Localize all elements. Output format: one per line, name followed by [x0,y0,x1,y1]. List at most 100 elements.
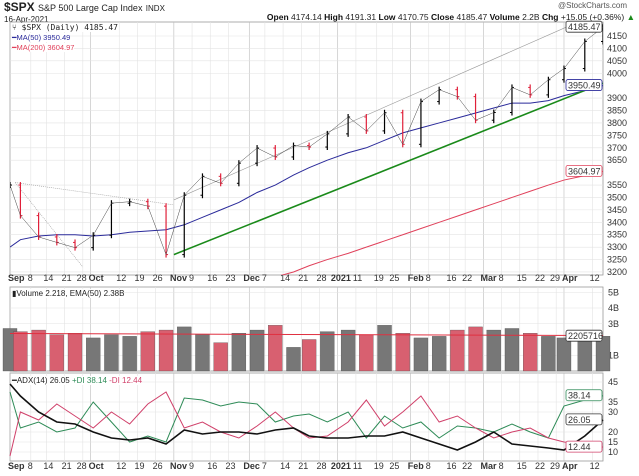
panel-0 [9,21,604,276]
x-tick-label: 14 [280,273,290,283]
x-tick-label: 8 [426,273,431,283]
volume-bar [340,329,356,372]
volume-bar [213,342,228,372]
x-tick-label: 22 [535,461,545,471]
x-tick-label: 8 [28,273,33,283]
volume-bar [320,331,335,372]
volume-bar [104,334,119,372]
x-tick-label: 9 [189,273,194,283]
volume-bar [523,333,538,372]
chart-date: 16-Apr-2021 [4,15,49,24]
volume-bar [301,339,317,372]
ma200-legend: ━MA(200) 3604.97 [12,43,75,52]
x-tick-label: Nov [170,461,187,471]
x-tick-label: Feb [408,461,425,471]
ma50-legend: ━MA(50) 3950.49 [12,33,71,42]
ma200-tag: 3604.97 [568,166,601,176]
price-legend-label: $SPX (Daily) 4185.47 [21,23,118,32]
x-tick-label: Dec [243,273,260,283]
x-tick-label: 16 [207,461,217,471]
adx-axis-label: 30 [608,407,618,417]
adx-legend-label: ADX(14) 26.05 [16,376,70,385]
symbol: $SPX [4,0,35,14]
volume-bar [249,329,265,372]
adx-axis-label: 10 [608,447,618,457]
volume-bar [359,334,374,372]
dotted-line [15,182,174,206]
x-tick-label: 25 [389,273,399,283]
price-axis-label: 3750 [607,130,627,140]
last-price-tag: 4185.47 [568,22,601,32]
x-tick-label: 11 [353,273,362,283]
x-tick-label: 22 [462,273,472,283]
volume-bar [595,336,611,372]
x-tick-label: 14 [43,461,53,471]
price-axis-label: 3800 [607,118,627,128]
volume-legend-label: Volume 2.218, EMA(50) 2.38B [16,289,125,298]
volume-bar [122,336,137,372]
volume-bar [158,329,174,372]
ma200-line [280,170,603,275]
x-tick-label: 7 [262,273,267,283]
volume-bar [504,328,520,372]
x-tick-label: Feb [408,273,425,283]
x-tick-label: 22 [535,273,545,283]
close-value: 4185.47 [456,12,488,22]
chg-value: +15.05 (+0.36%) [560,12,625,22]
open-value: 4174.14 [291,12,322,22]
volume-bar [49,334,64,372]
ma200-legend-label: MA(200) 3604.97 [16,43,75,52]
x-tick-label: 21 [62,461,72,471]
volume-bar [377,325,392,372]
x-tick-label: 19 [134,273,144,283]
exchange: INDX [145,4,165,13]
price-axis-label: 3850 [607,106,627,116]
x-tick-label: 2021 [331,273,351,283]
x-tick-label: Sep [8,461,25,471]
price-axis-label: 3250 [607,255,627,265]
volume-ema-line [9,333,604,337]
minus-di-tag: 12.44 [568,442,591,452]
adx-axis-label: 45 [608,377,618,387]
ma50-tag-box [565,79,603,91]
price-axis-label: 3500 [607,192,627,202]
x-tick-label: 21 [62,273,72,283]
adx-line [9,383,604,451]
x-tick-label: 8 [28,461,33,471]
x-tick-label: Mar [481,461,498,471]
volume-bar [450,329,465,372]
price-axis-label: 4100 [607,43,627,53]
volume-axis-label: 5B [608,287,619,297]
price-axis-label: 3450 [607,205,627,215]
x-tick-label: Apr [562,461,578,471]
x-tick-label: 12 [116,461,126,471]
x-tick-label: 22 [462,461,472,471]
volume-bar [231,333,247,372]
x-tick-label: 29 [550,273,560,283]
candle-icon: ⑂ [12,23,17,32]
price-axis-label: 4050 [607,56,627,66]
price-axis-label: 3550 [607,180,627,190]
minus-di-line [9,391,604,457]
price-axis-label: 3700 [607,143,627,153]
last-price-tag-box [565,20,603,33]
x-tick-label: 14 [280,461,290,471]
x-tick-label: Mar [481,273,498,283]
index-name: S&P 500 Large Cap Index [38,3,143,13]
x-tick-label: 28 [77,461,87,471]
volume-axis-label: 1B [608,350,619,360]
volume-bar [556,337,572,372]
panel-2 [9,372,604,462]
x-tick-label: Oct [89,273,104,283]
volume-bar [431,336,447,372]
plus-di-line [9,391,604,443]
adx-tag: 26.05 [568,415,591,425]
x-tick-label: 23 [225,461,235,471]
price-axis-label: 3300 [607,242,627,252]
x-tick-label: 23 [225,273,235,283]
x-tick-label: 19 [134,461,144,471]
x-tick-label: 15 [517,273,527,283]
channel-upper-line [173,23,575,201]
bar-chart-icon: ▮ [12,289,17,298]
